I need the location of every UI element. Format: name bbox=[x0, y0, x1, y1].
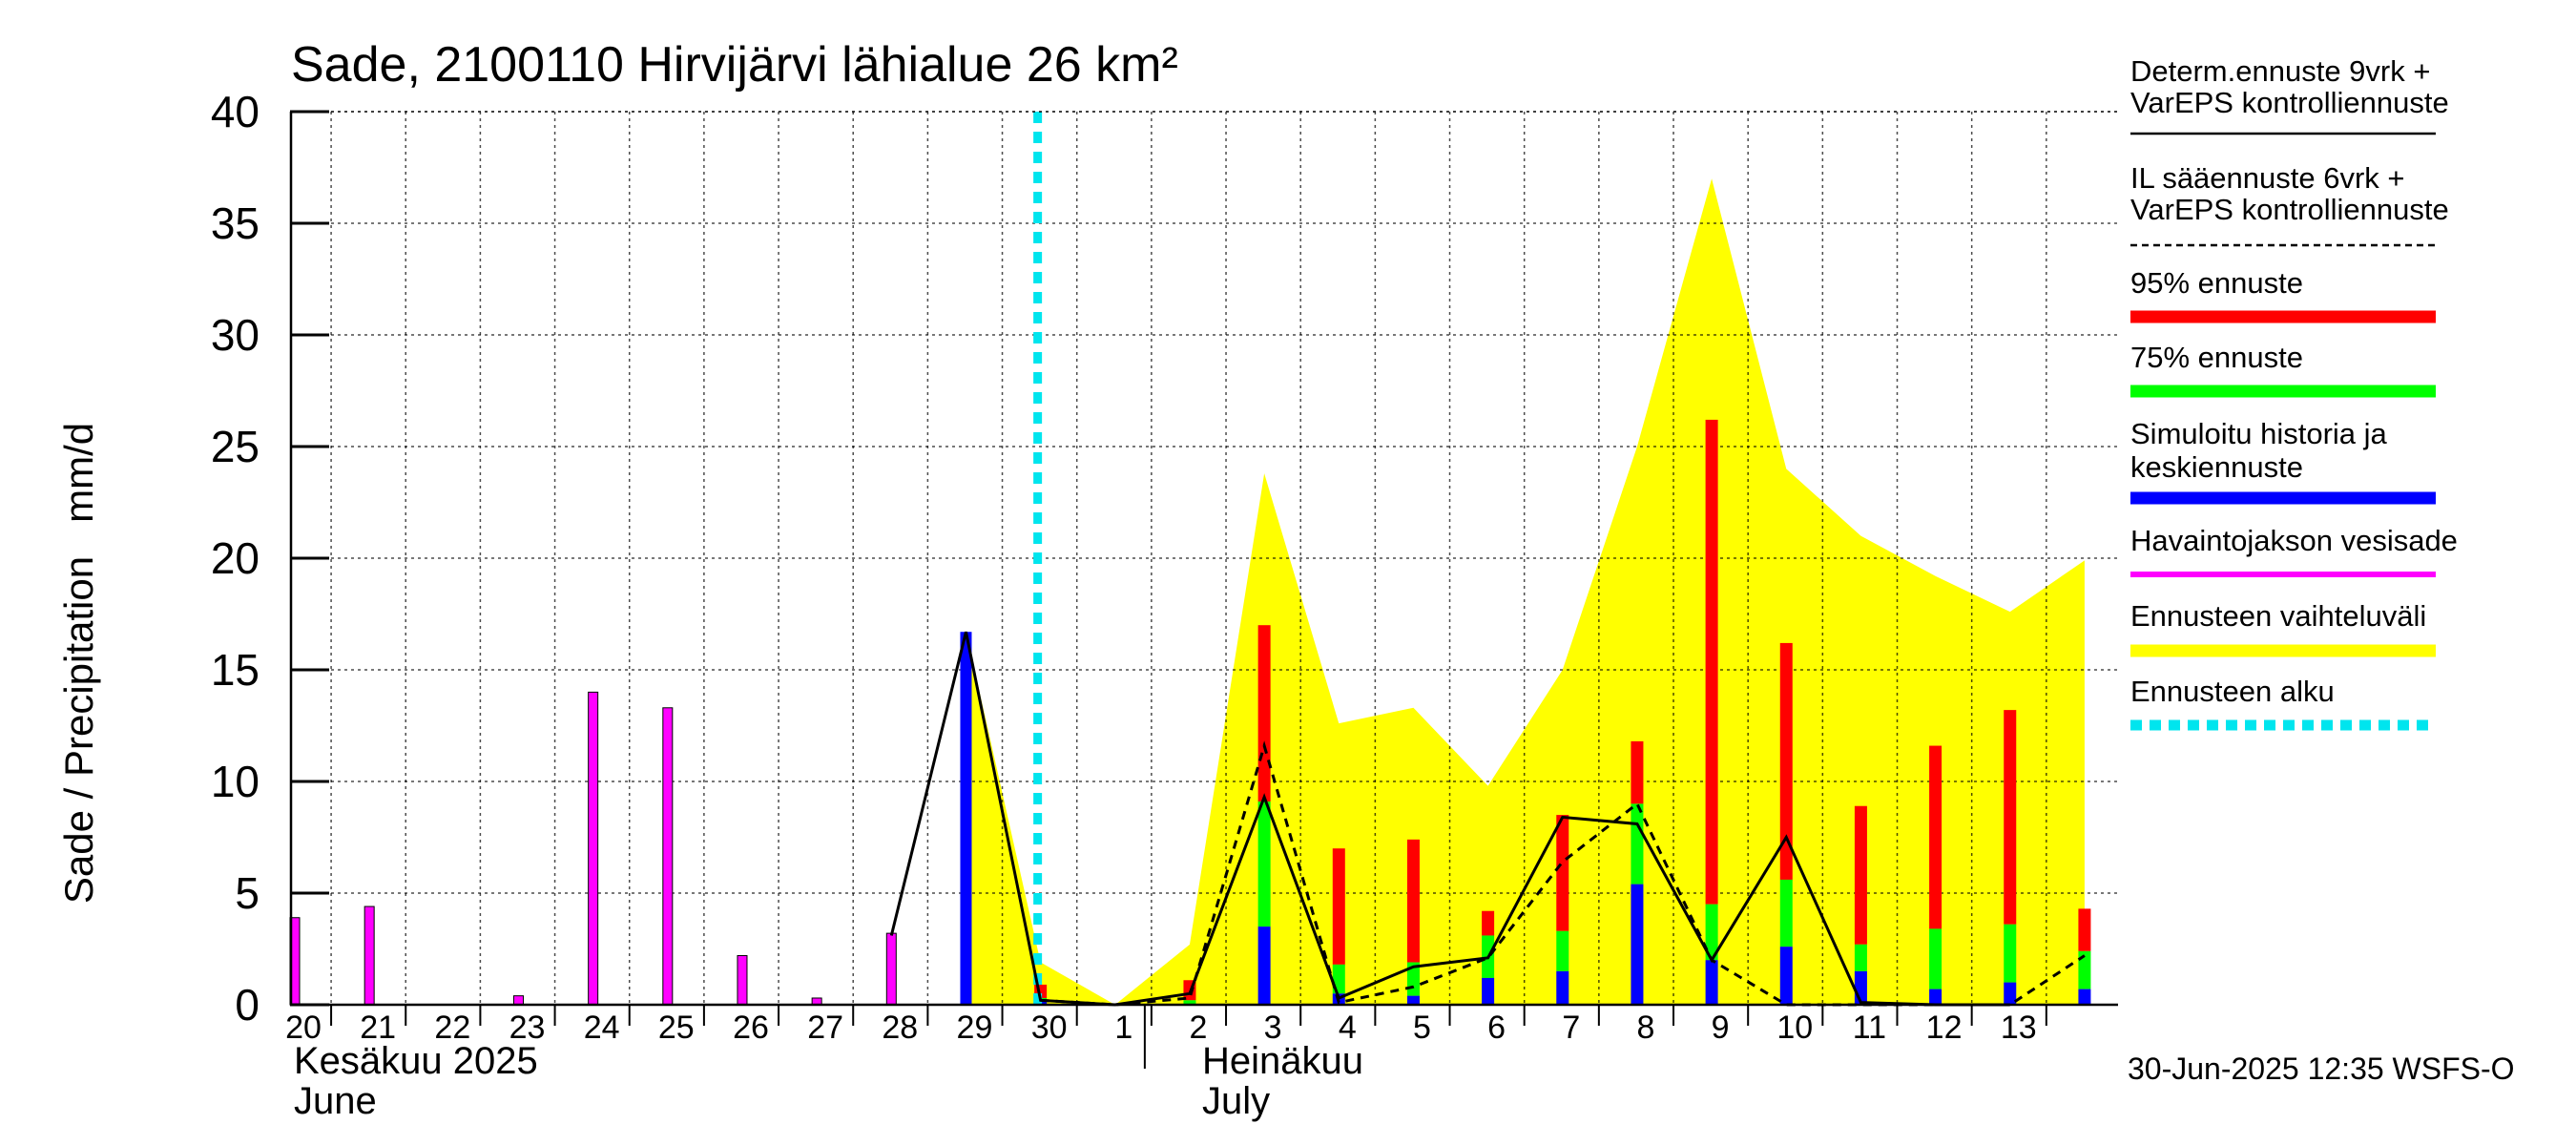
forecast-75-bar-8 bbox=[1631, 803, 1644, 885]
y-tick-label: 40 bbox=[211, 87, 260, 136]
x-tick-label-26: 26 bbox=[733, 1010, 769, 1046]
y-tick-label: 35 bbox=[211, 198, 260, 248]
legend-label-3: 75% ennuste bbox=[2130, 341, 2303, 374]
x-tick-label-21: 21 bbox=[360, 1010, 396, 1046]
forecast-95-bar-13 bbox=[2004, 710, 2017, 925]
y-tick-label: 30 bbox=[211, 310, 260, 360]
forecast-median-bar-6 bbox=[1482, 977, 1495, 1005]
forecast-95-bar-10 bbox=[1779, 642, 1793, 880]
forecast-95-bar-9 bbox=[1705, 419, 1718, 905]
forecast-median-bar-14 bbox=[2078, 989, 2091, 1005]
legend-label-0: Determ.ennuste 9vrk + bbox=[2130, 54, 2430, 88]
legend-label-4-line2: keskiennuste bbox=[2130, 450, 2303, 484]
x-tick-label-30: 30 bbox=[1031, 1010, 1068, 1046]
month-label-june-en: June bbox=[294, 1080, 377, 1122]
month-label-july-fi: Heinäkuu bbox=[1202, 1040, 1363, 1082]
forecast-75-bar-12 bbox=[1929, 928, 1942, 989]
forecast-75-bar-9 bbox=[1705, 904, 1718, 961]
forecast-95-bar-7 bbox=[1556, 815, 1569, 931]
observed-bar-28 bbox=[885, 932, 897, 1006]
forecast-75-bar-2 bbox=[1183, 1000, 1196, 1005]
x-tick-label-10: 10 bbox=[1776, 1010, 1813, 1046]
forecast-95-bar-3 bbox=[1257, 625, 1271, 802]
x-tick-label-23: 23 bbox=[509, 1010, 546, 1046]
observed-bar-26 bbox=[737, 955, 748, 1006]
x-tick-label-8: 8 bbox=[1636, 1010, 1654, 1046]
legend-label-4: Simuloitu historia ja bbox=[2130, 417, 2388, 450]
x-tick-label-1: 1 bbox=[1114, 1010, 1132, 1046]
forecast-95-bar-11 bbox=[1854, 805, 1867, 945]
forecast-95-bar-6 bbox=[1482, 910, 1495, 936]
y-tick-label: 25 bbox=[211, 422, 260, 471]
timestamp-footer: 30-Jun-2025 12:35 WSFS-O bbox=[2128, 1051, 2515, 1086]
legend-label-0-line2: VarEPS kontrolliennuste bbox=[2130, 86, 2449, 119]
y-tick-label: 10 bbox=[211, 757, 260, 806]
x-tick-label-5: 5 bbox=[1413, 1010, 1431, 1046]
x-tick-label-13: 13 bbox=[2001, 1010, 2037, 1046]
x-tick-label-29: 29 bbox=[957, 1010, 993, 1046]
forecast-95-bar-5 bbox=[1406, 839, 1420, 963]
observed-bar-23 bbox=[512, 995, 524, 1006]
x-tick-label-7: 7 bbox=[1562, 1010, 1580, 1046]
x-tick-label-25: 25 bbox=[658, 1010, 695, 1046]
chart-title: Sade, 2100110 Hirvijärvi lähialue 26 km² bbox=[291, 37, 1178, 93]
forecast-75-bar-14 bbox=[2078, 950, 2091, 989]
forecast-95-bar-8 bbox=[1631, 740, 1644, 804]
x-tick-label-22: 22 bbox=[434, 1010, 470, 1046]
legend-label-5: Havaintojakson vesisade bbox=[2130, 524, 2458, 557]
forecast-75-bar-3 bbox=[1257, 802, 1271, 927]
forecast-median-bar-10 bbox=[1779, 947, 1793, 1005]
forecast-median-bar-3 bbox=[1257, 926, 1271, 1005]
x-tick-label-27: 27 bbox=[807, 1010, 843, 1046]
x-tick-label-11: 11 bbox=[1853, 1010, 1886, 1046]
x-tick-label-28: 28 bbox=[882, 1010, 918, 1046]
forecast-median-bar-8 bbox=[1631, 884, 1644, 1005]
observed-bar-24 bbox=[588, 691, 599, 1006]
x-tick-label-4: 4 bbox=[1339, 1010, 1357, 1046]
x-tick-label-3: 3 bbox=[1264, 1010, 1282, 1046]
y-tick-label: 5 bbox=[235, 868, 260, 918]
forecast-95-bar-14 bbox=[2078, 908, 2091, 951]
month-label-july-en: July bbox=[1202, 1080, 1270, 1122]
x-tick-label-12: 12 bbox=[1926, 1010, 1963, 1046]
legend-label-1: IL sääennuste 6vrk + bbox=[2130, 161, 2405, 195]
month-label-june-fi: Kesäkuu 2025 bbox=[294, 1040, 538, 1082]
forecast-median-bar-13 bbox=[2004, 982, 2017, 1005]
legend: Determ.ennuste 9vrk +VarEPS kontrollienn… bbox=[2130, 54, 2458, 731]
legend-label-1-line2: VarEPS kontrolliennuste bbox=[2130, 193, 2449, 226]
forecast-median-bar-7 bbox=[1556, 970, 1569, 1005]
legend-label-2: 95% ennuste bbox=[2130, 266, 2303, 300]
forecast-75-bar-11 bbox=[1854, 944, 1867, 971]
legend-label-7: Ennusteen alku bbox=[2130, 675, 2335, 708]
forecast-75-bar-13 bbox=[2004, 924, 2017, 983]
y-tick-label: 15 bbox=[211, 645, 260, 695]
x-tick-label-6: 6 bbox=[1487, 1010, 1506, 1046]
forecast-75-bar-7 bbox=[1556, 930, 1569, 971]
x-tick-label-20: 20 bbox=[285, 1010, 322, 1046]
observed-bar-21 bbox=[364, 906, 375, 1006]
x-tick-label-9: 9 bbox=[1712, 1010, 1730, 1046]
simulated-bar-29 bbox=[960, 632, 972, 1005]
y-tick-label: 20 bbox=[211, 533, 260, 583]
observed-bar-25 bbox=[662, 707, 674, 1006]
x-tick-label-2: 2 bbox=[1189, 1010, 1207, 1046]
forecast-median-bar-12 bbox=[1929, 989, 1942, 1005]
forecast-median-bar-5 bbox=[1406, 995, 1420, 1005]
legend-label-6: Ennusteen vaihteluväli bbox=[2130, 599, 2426, 633]
range-band-area bbox=[966, 178, 2085, 1005]
forecast-median-bar-9 bbox=[1705, 960, 1718, 1005]
forecast-95-bar-4 bbox=[1332, 848, 1345, 965]
range-band-layer bbox=[966, 178, 2085, 1005]
y-axis-label: Sade / Precipitation mm/d bbox=[56, 423, 101, 904]
forecast-95-bar-12 bbox=[1929, 745, 1942, 929]
forecast-75-bar-10 bbox=[1779, 879, 1793, 947]
grid-layer bbox=[291, 112, 2118, 1005]
x-tick-label-24: 24 bbox=[584, 1010, 620, 1046]
y-tick-label: 0 bbox=[235, 980, 260, 1030]
